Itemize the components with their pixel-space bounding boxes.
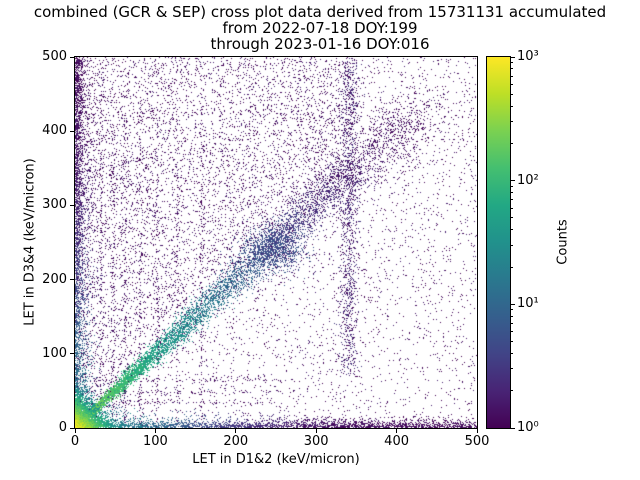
y-tick-mark <box>70 279 74 281</box>
scatter-canvas <box>75 57 477 428</box>
colorbar-minor-tick-mark <box>511 341 513 343</box>
colorbar-gradient <box>487 57 510 428</box>
x-tick-mark <box>235 429 237 433</box>
colorbar-minor-tick-mark <box>511 207 513 209</box>
colorbar-minor-tick-mark <box>511 331 513 333</box>
colorbar-minor-tick-mark <box>511 199 513 201</box>
y-tick-label: 500 <box>42 49 67 64</box>
colorbar-tick-mark <box>511 427 515 429</box>
x-tick-mark <box>154 429 156 433</box>
colorbar-tick-mark <box>511 303 515 305</box>
x-tick-label: 0 <box>70 434 80 449</box>
colorbar-minor-tick-mark <box>511 229 513 231</box>
colorbar-minor-tick-mark <box>511 217 513 219</box>
y-tick-mark <box>70 427 74 429</box>
y-axis-label: LET in D3&4 (keV/micron) <box>22 158 38 326</box>
x-axis-label: LET in D1&2 (keV/micron) <box>192 452 360 467</box>
colorbar-tick-mark <box>511 56 515 58</box>
colorbar-label: Counts <box>555 219 571 265</box>
colorbar-tick-label: 10⁰ <box>517 420 539 435</box>
y-tick-label: 400 <box>42 123 67 139</box>
x-tick-mark <box>74 429 76 433</box>
colorbar-minor-tick-mark <box>511 142 513 144</box>
colorbar-minor-tick-mark <box>511 83 513 85</box>
y-tick-mark <box>70 353 74 355</box>
colorbar-minor-tick-mark <box>511 353 513 355</box>
colorbar-minor-tick-mark <box>511 75 513 77</box>
colorbar-minor-tick-mark <box>511 185 513 187</box>
y-tick-label: 200 <box>42 271 67 287</box>
chart-title-line-2: from 2022-07-18 DOY:199 <box>222 19 418 37</box>
colorbar-tick-label: 10² <box>517 172 539 188</box>
y-tick-mark <box>70 130 74 132</box>
colorbar-minor-tick-mark <box>511 266 513 268</box>
x-tick-label: 300 <box>303 434 329 449</box>
colorbar-tick-label: 10³ <box>517 49 539 64</box>
colorbar-minor-tick-mark <box>511 309 513 311</box>
colorbar-minor-tick-mark <box>511 62 513 64</box>
colorbar-minor-tick-mark <box>511 93 513 95</box>
colorbar-minor-tick-mark <box>511 244 513 246</box>
chart-title-line-3: through 2023-01-16 DOY:016 <box>210 35 430 53</box>
x-tick-mark <box>476 429 478 433</box>
y-tick-label: 0 <box>58 420 67 435</box>
chart-title-line-1: combined (GCR & SEP) cross plot data der… <box>33 3 607 21</box>
y-tick-label: 300 <box>42 197 67 213</box>
x-tick-label: 400 <box>384 434 409 449</box>
colorbar-minor-tick-mark <box>511 322 513 324</box>
colorbar-minor-tick-mark <box>511 192 513 194</box>
colorbar-tick-label: 10¹ <box>517 296 539 312</box>
x-tick-label: 200 <box>223 434 249 449</box>
x-tick-label: 100 <box>142 434 168 449</box>
colorbar-minor-tick-mark <box>511 390 513 392</box>
colorbar-minor-tick-mark <box>511 105 513 107</box>
y-tick-label: 100 <box>42 345 67 361</box>
x-tick-mark <box>315 429 317 433</box>
y-tick-mark <box>70 204 74 206</box>
y-tick-mark <box>70 56 74 58</box>
colorbar-tick-mark <box>511 180 515 182</box>
colorbar-minor-tick-mark <box>511 315 513 317</box>
x-tick-mark <box>396 429 398 433</box>
colorbar-minor-tick-mark <box>511 368 513 370</box>
x-tick-label: 500 <box>464 434 490 449</box>
colorbar-minor-tick-mark <box>511 68 513 70</box>
colorbar-minor-tick-mark <box>511 121 513 123</box>
